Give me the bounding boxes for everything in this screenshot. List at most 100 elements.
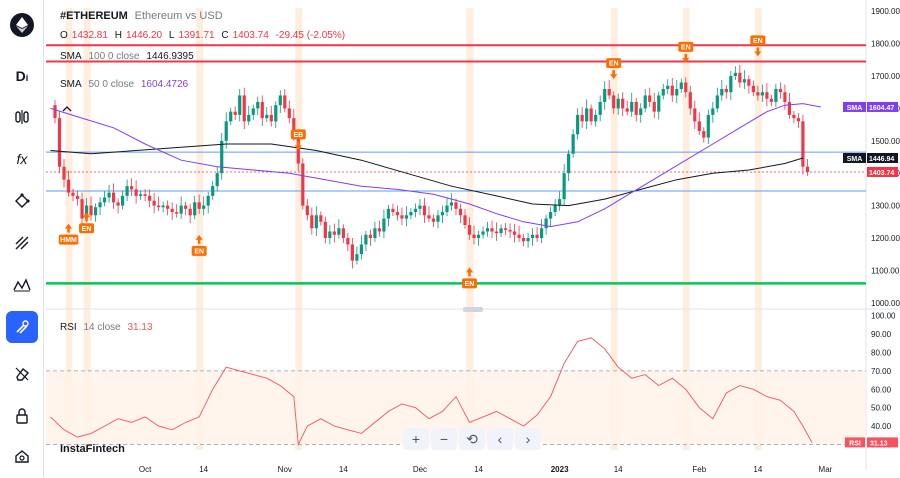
candle-body: [332, 231, 336, 235]
signal-band-3: [295, 8, 303, 450]
candle-body: [53, 105, 57, 119]
candle-body: [391, 208, 395, 213]
price-candles: [53, 65, 810, 269]
price-tick-label: 1000.00: [871, 299, 900, 308]
symbol-description: Ethereum vs USD: [134, 10, 223, 22]
candle-body: [612, 95, 616, 109]
candle-body: [494, 231, 499, 234]
candle-body: [472, 234, 476, 238]
pattern-tool-icon[interactable]: [6, 185, 38, 217]
price-tick-label: 1200.00: [871, 234, 900, 243]
reset-chart-button[interactable]: ⟲: [459, 428, 485, 450]
candle-body: [287, 108, 291, 119]
zoom-in-button[interactable]: +: [403, 428, 429, 450]
candle-body: [233, 111, 237, 115]
signal-badge: [58, 234, 79, 245]
fx-tool-icon[interactable]: fx: [16, 151, 28, 167]
sma50-legend[interactable]: SMA 50 0 close 1604.4726: [60, 79, 192, 90]
candle-body: [679, 82, 683, 89]
close-value: 1403.74: [232, 30, 269, 41]
scroll-right-button[interactable]: ›: [515, 428, 541, 450]
signal-badge: [462, 278, 478, 289]
candle-body: [562, 173, 566, 200]
candle-body: [269, 114, 273, 122]
symbol-name[interactable]: #ETHEREUM: [60, 10, 128, 22]
candle-body: [670, 85, 674, 96]
last-price-badge-value: 1403.74: [869, 170, 894, 177]
ohlc-legend: O 1432.81 H 1446.20 L 1391.71 C 1403.74 -29.…: [60, 30, 349, 41]
sma100-params: 100 0 close: [88, 51, 140, 62]
open-value: 1432.81: [71, 30, 108, 41]
candle-body: [157, 205, 161, 208]
candle-body: [139, 194, 143, 196]
candle-body: [553, 205, 557, 213]
candle-body: [643, 95, 647, 109]
candle-body: [75, 195, 80, 200]
symbol-legend: #ETHEREUM Ethereum vs USD: [60, 10, 227, 22]
sma50-value: 1604.4726: [140, 79, 189, 90]
signal-markers: HMM EN EN EB EN EN EN EN: [58, 35, 766, 289]
candle-body: [319, 215, 323, 222]
lines-tool-icon[interactable]: [6, 227, 38, 259]
candle-body: [666, 85, 670, 89]
candle-body: [98, 202, 102, 208]
candle-body: [134, 189, 138, 196]
time-tick-label: Oct: [139, 465, 152, 474]
forecast-tool-icon[interactable]: [6, 269, 38, 301]
candle-body: [724, 88, 728, 93]
lock-tool-icon[interactable]: [6, 400, 38, 432]
candle-body: [130, 186, 134, 190]
sma100-name: SMA: [60, 51, 82, 62]
sma100-price-badge-tag: SMA: [847, 156, 863, 163]
candle-body: [625, 108, 629, 112]
candle-body: [684, 82, 688, 93]
signal-arrow-icon: [682, 53, 690, 63]
rsi-tag-bg: [845, 437, 865, 448]
rsi-tick-label: 90.00: [871, 330, 892, 339]
sma100-price-badge: SMA 1446.94: [843, 152, 898, 163]
signal-badge: [191, 245, 207, 256]
text-tool-icon[interactable]: Di: [15, 68, 29, 84]
candle-body: [634, 101, 638, 115]
candle-body: [238, 95, 242, 115]
candle-body: [720, 88, 724, 96]
candle-body: [594, 114, 598, 122]
candle-body: [769, 98, 773, 102]
last-price-badge: 1403.74: [867, 166, 898, 177]
signal-band-6: [682, 8, 690, 450]
candle-body: [576, 114, 580, 135]
candle-body: [292, 118, 296, 135]
candle-body: [558, 199, 562, 206]
candle-body: [116, 202, 120, 206]
candle-body: [373, 228, 377, 238]
magnet-tool-icon[interactable]: [6, 311, 38, 343]
eraser-tool-icon[interactable]: [6, 358, 38, 390]
candle-body: [242, 95, 246, 122]
candle-body: [648, 95, 652, 102]
collapse-legend-chevron-icon[interactable]: [62, 100, 72, 118]
high-value: 1446.20: [125, 30, 163, 41]
candle-body: [490, 228, 494, 232]
candle-body: [567, 153, 571, 174]
zoom-out-button[interactable]: −: [431, 428, 457, 450]
candle-body: [639, 108, 643, 115]
sma100-legend[interactable]: SMA 100 0 close 1446.9395: [60, 51, 198, 62]
candle-body: [400, 215, 404, 219]
candle-body: [62, 166, 66, 180]
candle-body: [197, 202, 201, 209]
candle-body: [418, 205, 422, 209]
visibility-tool-icon[interactable]: [6, 440, 38, 472]
rsi-badge-value: 31.13: [870, 440, 888, 447]
rsi-legend[interactable]: RSI 14 close 31.13: [60, 322, 157, 333]
ethereum-logo-icon[interactable]: [10, 13, 34, 37]
price-axes: 1000.001100.001200.001300.001400.001500.…: [139, 7, 900, 474]
candle-body: [278, 95, 282, 106]
fib-tool-icon[interactable]: [6, 101, 38, 133]
signal-label: EB: [293, 132, 303, 139]
candle-body: [801, 121, 805, 167]
time-tick-label: 14: [339, 465, 348, 474]
scroll-left-button[interactable]: ‹: [487, 428, 513, 450]
candle-body: [549, 212, 553, 219]
candle-body: [485, 228, 490, 232]
